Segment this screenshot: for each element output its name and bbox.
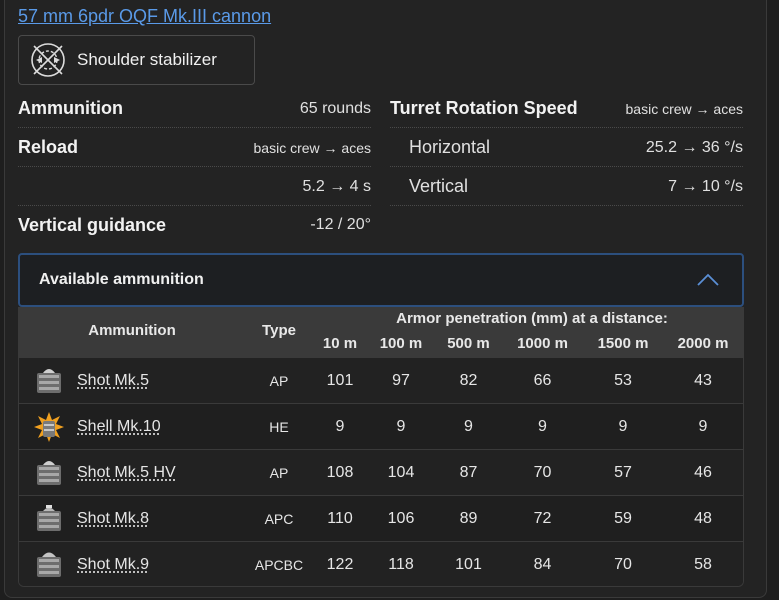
column-header-type: Type: [262, 322, 296, 339]
pen-value: 70: [533, 464, 552, 481]
pen-value: 57: [614, 464, 632, 481]
pen-value: 48: [694, 510, 712, 527]
pen-value: 9: [464, 418, 473, 435]
pen-value: 9: [538, 418, 547, 435]
table-row: Shot Mk.8 APC 110 106 89 72 59 48: [19, 495, 743, 541]
ammo-name-link[interactable]: Shot Mk.5: [77, 372, 150, 389]
pen-value: 9: [698, 418, 708, 435]
pen-value: 87: [459, 464, 478, 481]
column-header-distance: 1000 m: [517, 335, 568, 352]
stat-reload: Reload basic crew → aces: [18, 129, 371, 167]
pen-value: 9: [618, 418, 628, 435]
pen-value: 66: [533, 372, 552, 389]
stat-ammunition: Ammunition 65 rounds: [18, 90, 371, 128]
stat-turret-vertical: Vertical 7 → 10 °/s: [390, 168, 743, 206]
stat-turret-horizontal: Horizontal 25.2 → 36 °/s: [390, 129, 743, 167]
stat-reload-value-row: 5.2 → 4 s: [18, 168, 371, 206]
pen-value: 72: [533, 510, 552, 527]
pen-value: 82: [459, 372, 478, 389]
stat-turret-rotation: Turret Rotation Speed basic crew → aces: [390, 90, 743, 128]
ammo-name-link[interactable]: Shot Mk.5 HV: [77, 464, 176, 481]
column-header-distance: 2000 m: [677, 335, 729, 352]
column-header-distance: 500 m: [447, 335, 490, 352]
stat-turret-rotation-hint: basic crew → aces: [625, 100, 743, 117]
pen-value: 9: [396, 418, 406, 435]
stat-reload-value: 5.2 → 4 s: [302, 177, 371, 195]
column-header-distance: 100 m: [379, 335, 423, 352]
ammo-name-link[interactable]: Shot Mk.9: [77, 556, 150, 573]
table-row: Shot Mk.9 APCBC 122 118 101 84 70 58: [19, 541, 743, 586]
table-body: Shot Mk.5 AP 101 97 82 66 53 43 Shell Mk…: [19, 357, 743, 586]
ap-shot-icon: [37, 461, 61, 485]
available-ammunition-title: Available ammunition: [39, 271, 204, 288]
ammo-type: AP: [269, 465, 289, 481]
stat-vertical-guidance-value: -12 / 20°: [310, 216, 371, 233]
stat-turret-vertical-value: 7 → 10 °/s: [668, 177, 743, 195]
column-header-ammunition: Ammunition: [88, 322, 176, 339]
table-row: Shell Mk.10 HE 9 9 9 9 9 9: [19, 403, 743, 449]
pen-value: 70: [614, 556, 632, 573]
table-row: Shot Mk.5 HV AP 108 104 87 70 57 46: [19, 449, 743, 495]
stat-vertical-guidance-label: Vertical guidance: [18, 214, 167, 235]
stat-vertical-guidance: Vertical guidance -12 / 20°: [18, 206, 371, 244]
table-header: Ammunition Type Armor penetration (mm) a…: [19, 307, 743, 357]
stat-reload-label: Reload: [18, 137, 79, 157]
stat-ammunition-value: 65 rounds: [299, 99, 371, 117]
stat-turret-vertical-label: Vertical: [409, 176, 469, 196]
column-header-distance: 1500 m: [597, 335, 649, 352]
column-header-distance: 10 m: [322, 335, 358, 352]
stabilizer-icon: [31, 43, 65, 77]
chevron-up-icon: [697, 273, 719, 286]
pen-value: 84: [533, 556, 552, 573]
pen-value: 106: [387, 510, 415, 527]
pen-value: 97: [392, 372, 410, 389]
pen-value: 101: [455, 556, 482, 573]
ammo-type: AP: [269, 373, 289, 389]
pen-value: 89: [459, 510, 478, 527]
pen-value: 59: [614, 510, 632, 527]
ammo-type: APC: [264, 511, 294, 527]
stat-turret-horizontal-label: Horizontal: [409, 137, 491, 157]
pen-value: 58: [694, 556, 712, 573]
stat-ammunition-label: Ammunition: [18, 98, 123, 118]
pen-value: 118: [388, 556, 414, 573]
pen-value: 122: [326, 556, 354, 573]
stat-reload-hint: basic crew → aces: [253, 139, 371, 156]
pen-value: 110: [327, 510, 353, 527]
apc-shot-icon: [37, 505, 61, 531]
pen-value: 104: [387, 464, 415, 481]
ammo-name-link[interactable]: Shell Mk.10: [77, 418, 161, 435]
pen-value: 101: [326, 372, 354, 389]
he-shell-icon: [34, 412, 64, 442]
ammo-type: HE: [269, 419, 289, 435]
column-header-penetration: Armor penetration (mm) at a distance:: [396, 310, 668, 327]
ammo-name-link[interactable]: Shot Mk.8: [77, 510, 150, 527]
apcbc-shot-icon: [37, 552, 61, 577]
gun-title-link[interactable]: 57 mm 6pdr OQF Mk.III cannon: [18, 6, 272, 26]
ap-shot-icon: [37, 369, 61, 393]
stat-turret-horizontal-value: 25.2 → 36 °/s: [645, 138, 743, 156]
ammunition-table: Ammunition Type Armor penetration (mm) a…: [18, 307, 744, 587]
table-row: Shot Mk.5 AP 101 97 82 66 53 43: [19, 357, 743, 403]
ammo-type: APCBC: [254, 557, 304, 573]
pen-value: 46: [694, 464, 712, 481]
shoulder-stabilizer-button[interactable]: Shoulder stabilizer: [18, 35, 255, 85]
pen-value: 53: [614, 372, 632, 389]
pen-value: 9: [335, 418, 345, 435]
available-ammunition-toggle[interactable]: Available ammunition: [18, 253, 744, 307]
shoulder-stabilizer-label: Shoulder stabilizer: [77, 50, 217, 69]
stat-turret-rotation-label: Turret Rotation Speed: [390, 98, 578, 118]
pen-value: 108: [326, 464, 354, 481]
pen-value: 43: [694, 372, 712, 389]
